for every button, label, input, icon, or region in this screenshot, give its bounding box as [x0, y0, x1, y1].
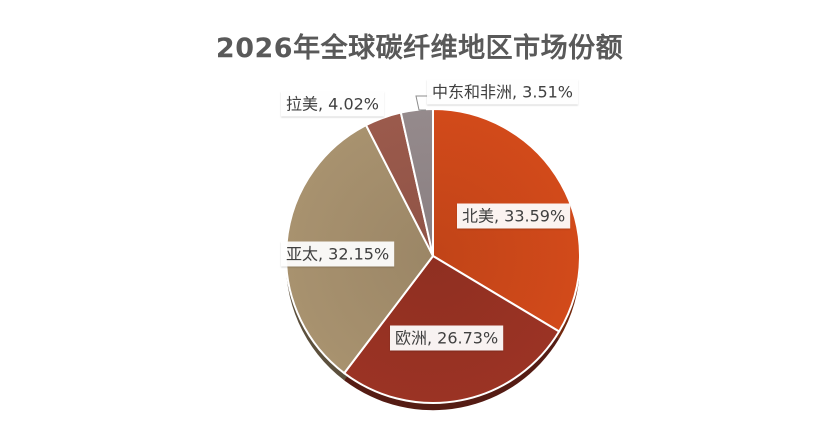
data-label-asia-pacific: 亚太, 32.15% — [281, 241, 395, 267]
data-label-text-asia-pacific: 亚太, 32.15% — [286, 245, 389, 264]
data-label-text-latin-america: 拉美, 4.02% — [286, 95, 379, 114]
leader-lines — [415, 95, 432, 111]
data-label-box-middle-east-africa — [427, 79, 579, 105]
data-label-text-north-america: 北美, 33.59% — [462, 207, 565, 226]
leader-line-middle-east-africa — [415, 95, 432, 111]
data-label-box-latin-america — [281, 91, 385, 117]
data-label-text-europe: 欧洲, 26.73% — [395, 329, 498, 348]
data-label-box-north-america — [457, 203, 571, 229]
data-labels: 北美, 33.59% 欧洲, 26.73% 亚太, 32.15% 拉美, 4.02% 中… — [281, 79, 579, 351]
data-label-middle-east-africa: 中东和非洲, 3.51% — [427, 79, 579, 105]
data-label-latin-america: 拉美, 4.02% — [281, 91, 385, 117]
pie-slice-middle-east-africa — [399, 108, 434, 257]
data-label-north-america: 北美, 33.59% — [457, 203, 571, 229]
chart-title: 2026年全球碳纤维地区市场份额 — [215, 33, 624, 64]
data-label-text-middle-east-africa: 中东和非洲, 3.51% — [432, 83, 573, 102]
data-label-box-asia-pacific — [281, 241, 395, 267]
data-label-box-europe — [390, 325, 504, 351]
data-label-europe: 欧洲, 26.73% — [390, 325, 504, 351]
